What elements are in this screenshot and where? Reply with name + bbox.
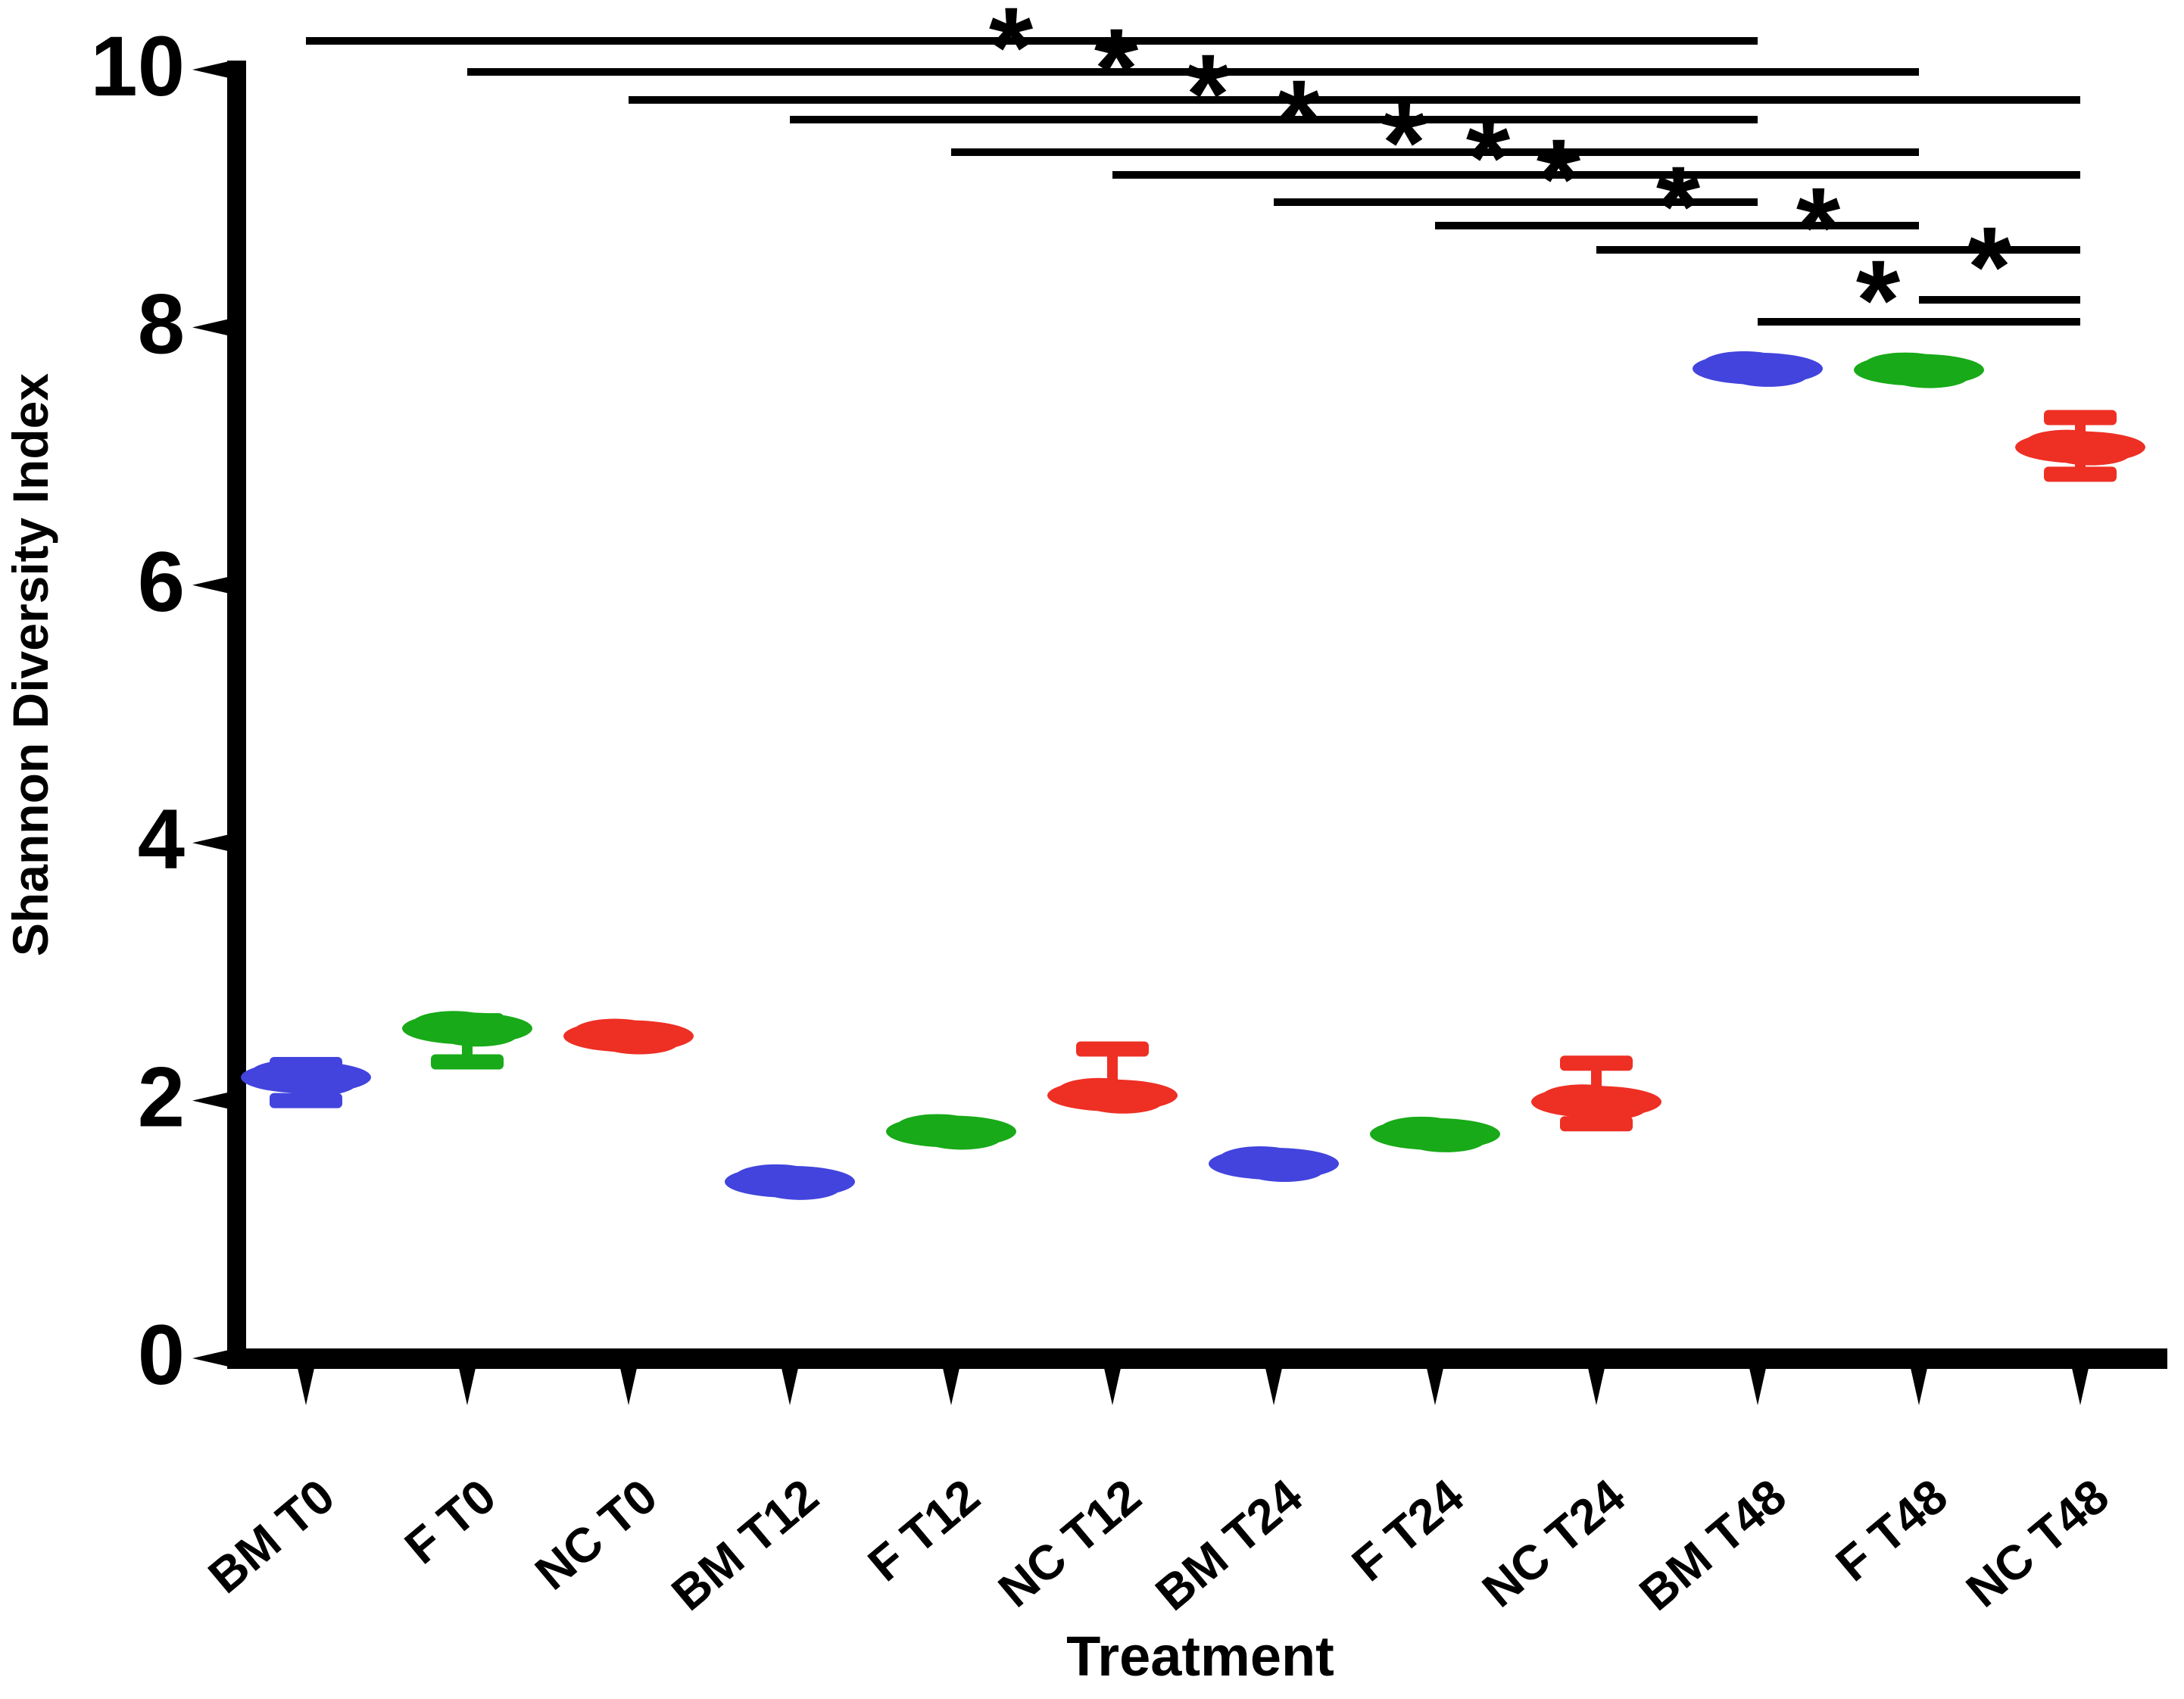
x-tick-label: F T48 [1826, 1469, 1958, 1592]
y-tick [192, 1092, 229, 1109]
x-tick [298, 1368, 314, 1405]
x-tick [1749, 1368, 1766, 1405]
y-axis [227, 61, 246, 1369]
y-tick [192, 61, 229, 78]
significance-star: * [1094, 5, 1139, 132]
error-bar-cap-top [2044, 410, 2117, 426]
y-tick-label: 10 [90, 19, 185, 114]
x-tick-label: NC T0 [525, 1469, 667, 1601]
error-bar-cap-bottom [2044, 466, 2117, 482]
x-tick-label: F T24 [1342, 1468, 1474, 1591]
significance-star: * [1186, 30, 1231, 157]
x-tick [1588, 1368, 1605, 1405]
y-tick-label: 6 [138, 535, 185, 629]
points-cluster [277, 1072, 356, 1096]
points-cluster [1890, 365, 1969, 388]
points-cluster [1406, 1129, 1485, 1152]
significance-star: * [989, 0, 1034, 111]
y-tick-label: 0 [138, 1308, 185, 1402]
x-tick [1265, 1368, 1282, 1405]
points-cluster [438, 1024, 517, 1047]
error-bar-cap-top [1560, 1055, 1633, 1071]
x-tick-label: NC T48 [1956, 1469, 2119, 1618]
significance-star: * [1856, 236, 1901, 363]
error-bar-cap-bottom [1560, 1116, 1633, 1132]
points-cluster [1568, 1097, 1646, 1121]
x-tick-label: BM T12 [661, 1469, 828, 1621]
y-tick [192, 1350, 229, 1367]
points-cluster [600, 1031, 679, 1055]
x-axis [227, 1348, 2167, 1369]
significance-star: * [1277, 56, 1321, 183]
significance-star: * [1796, 164, 1841, 291]
x-tick [1911, 1368, 1927, 1405]
x-tick [943, 1368, 959, 1405]
x-tick-label: BM T48 [1629, 1469, 1796, 1621]
x-tick-label: BM T0 [198, 1469, 345, 1604]
points-cluster [1245, 1158, 1324, 1182]
x-tick-label: NC T24 [1472, 1468, 1636, 1617]
points-cluster [2051, 442, 2130, 466]
y-tick [192, 319, 229, 336]
points-cluster [922, 1127, 1001, 1150]
y-axis-title: Shannon Diversity Index [2, 373, 58, 957]
points-cluster [761, 1177, 840, 1200]
x-tick [620, 1368, 637, 1405]
points-cluster [1729, 363, 1808, 387]
x-tick-label: F T0 [395, 1469, 506, 1575]
error-bar-cap-bottom [270, 1093, 342, 1108]
y-tick-label: 2 [138, 1050, 185, 1145]
y-tick-label: 8 [138, 276, 185, 371]
significance-star: * [1537, 115, 1581, 242]
x-tick [2072, 1368, 2089, 1405]
x-axis-title: Treatment [1066, 1625, 1334, 1688]
y-tick [192, 834, 229, 852]
significance-star: * [1967, 203, 2012, 330]
x-tick-label: BM T24 [1145, 1468, 1312, 1621]
x-tick-label: NC T12 [988, 1469, 1151, 1618]
x-tick-label: F T12 [858, 1469, 990, 1592]
significance-star: * [1382, 79, 1427, 206]
points-cluster [1084, 1090, 1162, 1114]
y-tick [192, 576, 229, 594]
y-tick-label: 4 [138, 792, 185, 887]
x-tick [1104, 1368, 1121, 1405]
x-tick [782, 1368, 798, 1405]
x-tick [1427, 1368, 1443, 1405]
error-bar-cap-bottom [431, 1054, 504, 1070]
error-bar-cap-top [1076, 1041, 1149, 1057]
x-tick [459, 1368, 476, 1405]
